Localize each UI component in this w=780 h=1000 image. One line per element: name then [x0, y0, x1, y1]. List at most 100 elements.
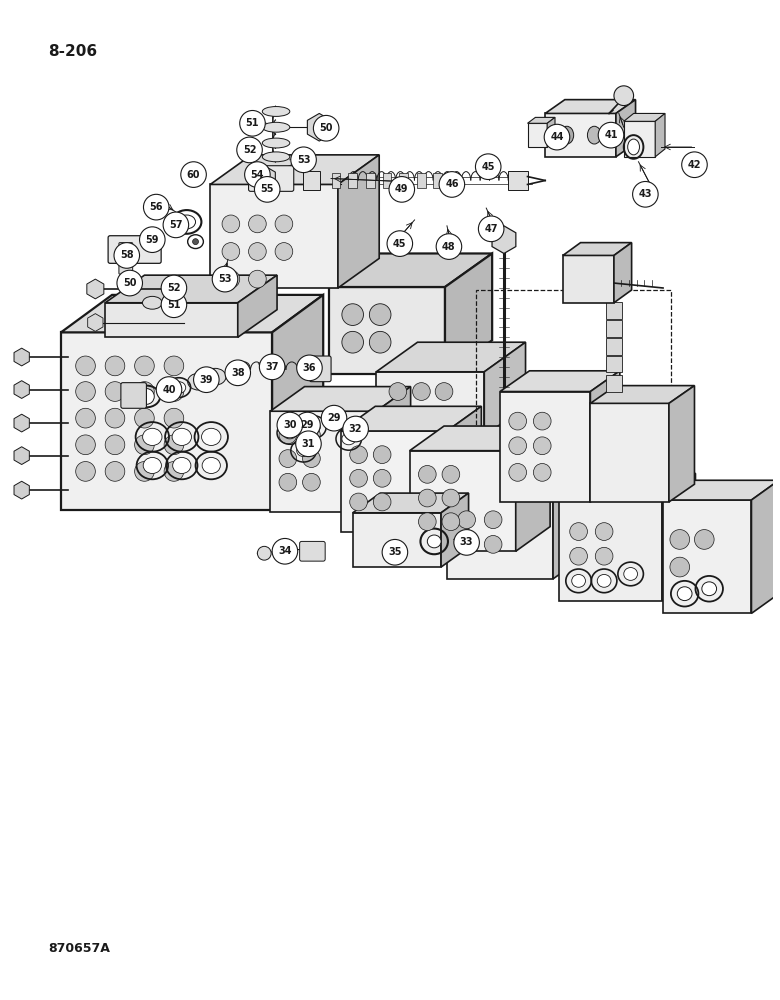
Circle shape	[419, 465, 436, 483]
FancyBboxPatch shape	[605, 338, 622, 355]
Text: 30: 30	[283, 420, 296, 430]
Circle shape	[76, 356, 95, 376]
Ellipse shape	[202, 457, 221, 473]
Circle shape	[670, 557, 690, 577]
Circle shape	[484, 536, 502, 553]
Ellipse shape	[702, 582, 717, 596]
Circle shape	[614, 86, 633, 106]
Text: 49: 49	[395, 184, 409, 194]
Circle shape	[164, 408, 184, 428]
Polygon shape	[105, 275, 277, 303]
Polygon shape	[590, 403, 669, 502]
Circle shape	[303, 450, 321, 467]
Polygon shape	[563, 255, 614, 303]
Text: 57: 57	[169, 220, 183, 230]
Polygon shape	[563, 243, 632, 255]
Circle shape	[389, 407, 406, 425]
Polygon shape	[669, 386, 694, 502]
FancyBboxPatch shape	[366, 173, 374, 188]
Circle shape	[419, 489, 436, 507]
Text: 46: 46	[445, 179, 459, 189]
Circle shape	[249, 270, 266, 288]
Circle shape	[476, 154, 501, 180]
Circle shape	[439, 172, 465, 197]
Polygon shape	[61, 332, 272, 510]
Circle shape	[245, 162, 270, 187]
Circle shape	[484, 511, 502, 529]
Circle shape	[595, 547, 613, 565]
Circle shape	[303, 473, 321, 491]
Text: 53: 53	[297, 155, 310, 165]
Circle shape	[374, 469, 391, 487]
Ellipse shape	[628, 139, 640, 155]
Circle shape	[225, 360, 250, 386]
Circle shape	[279, 473, 296, 491]
Circle shape	[222, 243, 239, 260]
Text: 45: 45	[481, 162, 495, 172]
Polygon shape	[341, 406, 481, 431]
Circle shape	[442, 513, 459, 531]
FancyBboxPatch shape	[119, 243, 133, 274]
Polygon shape	[447, 464, 587, 488]
Text: 51: 51	[246, 118, 259, 128]
Circle shape	[105, 462, 125, 481]
Text: 870657A: 870657A	[48, 942, 110, 955]
Circle shape	[135, 408, 154, 428]
FancyBboxPatch shape	[605, 375, 622, 392]
Circle shape	[387, 231, 413, 256]
Text: 43: 43	[639, 189, 652, 199]
Circle shape	[156, 377, 182, 402]
Circle shape	[534, 412, 551, 430]
Ellipse shape	[624, 568, 637, 580]
Circle shape	[670, 530, 690, 549]
Circle shape	[275, 243, 292, 260]
Circle shape	[349, 469, 367, 487]
FancyBboxPatch shape	[605, 320, 622, 337]
Circle shape	[598, 122, 624, 148]
Circle shape	[349, 446, 367, 464]
Circle shape	[295, 412, 321, 438]
Circle shape	[164, 382, 184, 401]
Polygon shape	[553, 464, 587, 579]
Circle shape	[257, 546, 271, 560]
Polygon shape	[624, 121, 655, 157]
Circle shape	[343, 416, 368, 442]
Ellipse shape	[144, 457, 161, 473]
Text: 32: 32	[349, 424, 363, 434]
Circle shape	[569, 523, 587, 540]
Circle shape	[76, 435, 95, 455]
Circle shape	[279, 450, 296, 467]
Text: 36: 36	[303, 363, 316, 373]
Ellipse shape	[587, 126, 601, 144]
Polygon shape	[590, 371, 620, 502]
Ellipse shape	[296, 445, 310, 457]
Circle shape	[277, 412, 303, 438]
Circle shape	[76, 408, 95, 428]
Circle shape	[296, 431, 321, 457]
Circle shape	[275, 215, 292, 233]
Polygon shape	[751, 480, 779, 613]
Polygon shape	[329, 287, 445, 374]
Text: 41: 41	[604, 130, 618, 140]
Circle shape	[161, 275, 186, 301]
Circle shape	[595, 523, 613, 540]
Circle shape	[254, 177, 280, 202]
Polygon shape	[662, 473, 696, 601]
Circle shape	[435, 383, 453, 400]
Circle shape	[76, 462, 95, 481]
Text: 44: 44	[550, 132, 564, 142]
Polygon shape	[238, 275, 277, 337]
Circle shape	[222, 270, 239, 288]
Text: 42: 42	[688, 160, 701, 170]
Circle shape	[139, 389, 154, 404]
FancyBboxPatch shape	[303, 171, 321, 190]
Polygon shape	[376, 372, 484, 436]
Circle shape	[534, 437, 551, 455]
Circle shape	[249, 243, 266, 260]
Circle shape	[296, 355, 322, 381]
Circle shape	[135, 382, 154, 401]
Polygon shape	[655, 113, 665, 157]
Circle shape	[454, 530, 480, 555]
Circle shape	[342, 331, 363, 353]
Circle shape	[321, 405, 347, 431]
